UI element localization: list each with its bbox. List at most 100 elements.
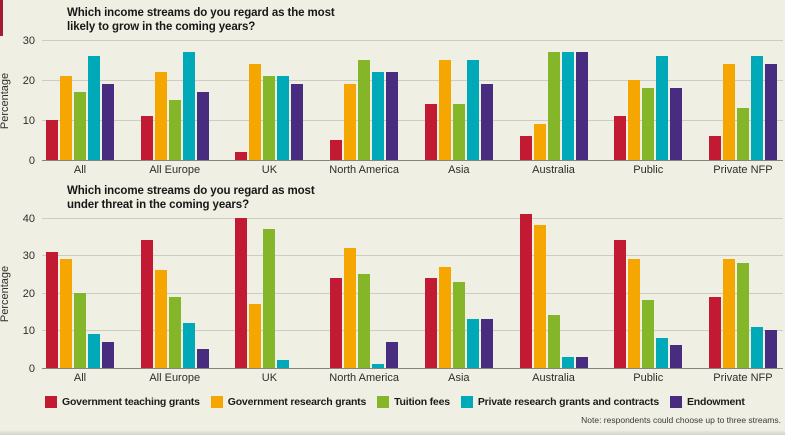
x-axis-line — [42, 159, 783, 161]
bar — [196, 91, 209, 160]
bar — [722, 259, 735, 368]
legend-item: Private research grants and contracts — [460, 396, 659, 408]
bar-group: Public — [614, 219, 683, 384]
bar — [46, 251, 58, 368]
bar — [614, 115, 627, 160]
bar — [656, 55, 669, 160]
bar — [235, 217, 248, 368]
bar — [182, 51, 195, 160]
chart-income-growth: Which income streams do you regard as th… — [0, 6, 785, 176]
page-edge-stripe — [0, 0, 3, 36]
gridline — [42, 217, 783, 219]
bar — [642, 300, 655, 368]
bar — [372, 71, 385, 160]
legend-item: Endowment — [669, 396, 745, 408]
legend-label: Tuition fees — [394, 396, 450, 408]
bar — [60, 75, 72, 160]
gridline — [42, 330, 783, 332]
bar — [736, 107, 749, 160]
category-label: North America — [329, 163, 399, 176]
category-label: Public — [633, 371, 664, 384]
legend-item: Tuition fees — [377, 396, 450, 408]
bar — [263, 75, 276, 160]
legend-swatch — [45, 396, 57, 408]
bar-group: Australia — [519, 214, 588, 384]
bar — [438, 59, 451, 160]
bar — [140, 115, 153, 160]
legend-item: Government teaching grants — [45, 396, 200, 408]
y-tick-label: 20 — [22, 74, 35, 87]
bar — [358, 59, 371, 160]
bar — [140, 240, 153, 368]
bar — [575, 356, 588, 368]
bar — [88, 334, 100, 368]
bar — [372, 364, 385, 368]
bar-group: Australia — [519, 41, 588, 176]
category-label: Public — [633, 163, 664, 176]
bar — [424, 103, 437, 160]
bar — [154, 270, 167, 368]
legend: Government teaching grants Government res… — [45, 396, 745, 408]
category-label: UK — [261, 371, 278, 384]
bar-group: Private NFP — [708, 41, 777, 176]
page-edge-shadow — [0, 430, 785, 435]
bar — [480, 83, 493, 160]
bar — [452, 103, 465, 160]
y-tick-label: 0 — [28, 154, 35, 167]
bar — [670, 345, 683, 368]
bar — [358, 274, 371, 368]
bar — [344, 83, 357, 160]
bar-groups-row: All All Europe UK North America Asia Australi… — [42, 41, 783, 176]
category-label: Australia — [532, 163, 575, 176]
gridline — [42, 292, 783, 294]
category-label: Asia — [448, 163, 470, 176]
bar — [168, 99, 181, 160]
bar — [614, 240, 627, 368]
bar — [466, 319, 479, 368]
chart-income-threat: Which income streams do you regard as mo… — [0, 184, 785, 384]
bar — [628, 79, 641, 160]
category-label: All Europe — [149, 163, 201, 176]
footnote: Note: respondents could choose up to thr… — [581, 415, 781, 425]
bar — [60, 259, 72, 368]
y-tick-label: 30 — [22, 34, 35, 47]
legend-swatch — [210, 396, 223, 408]
bar — [452, 281, 465, 368]
bar-groups-row: All All Europe UK North America Asia Australi… — [42, 214, 783, 384]
category-label: Private NFP — [713, 163, 773, 176]
bar — [533, 123, 546, 160]
bar — [480, 319, 493, 368]
bar — [182, 322, 195, 368]
legend-label: Endowment — [686, 396, 745, 408]
category-label: All Europe — [149, 371, 201, 384]
bar-group: All — [46, 219, 114, 384]
bar-group: All — [46, 41, 114, 176]
bar — [628, 259, 641, 368]
bar — [670, 87, 683, 160]
bar — [263, 229, 276, 368]
y-tick-label: 40 — [22, 212, 35, 225]
bar — [154, 71, 167, 160]
bar — [102, 341, 114, 368]
plot-area: All All Europe UK North America Asia Australi… — [42, 39, 783, 176]
bar — [386, 71, 399, 160]
bar — [764, 330, 777, 368]
category-label: All — [73, 371, 87, 384]
bar — [519, 135, 532, 160]
gridline — [42, 39, 783, 41]
bar — [561, 51, 574, 160]
bar — [575, 51, 588, 160]
bar — [74, 91, 86, 160]
chart-title: Which income streams do you regard as th… — [67, 7, 335, 34]
bar — [750, 326, 763, 368]
bar — [249, 63, 262, 160]
bar — [102, 83, 114, 160]
bar — [561, 356, 574, 368]
category-label: Australia — [532, 371, 575, 384]
bar — [46, 119, 58, 160]
bar — [750, 55, 763, 160]
y-axis-title: Percentage — [0, 72, 11, 129]
bar — [642, 87, 655, 160]
x-axis-line — [42, 367, 783, 369]
